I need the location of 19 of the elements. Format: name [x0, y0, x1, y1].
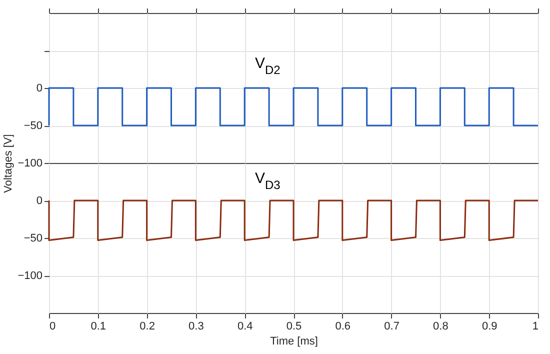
- x-tick-label: 0.7: [384, 320, 400, 332]
- y-tick-label: 0: [36, 82, 42, 94]
- x-tick-label: 0.8: [433, 320, 448, 332]
- x-tick-label: 1: [532, 320, 538, 332]
- x-tick-label: 0.6: [335, 320, 351, 332]
- y-tick-label: −100: [18, 158, 42, 170]
- x-tick-label: 0.1: [90, 320, 106, 332]
- x-tick-label: 0.5: [286, 320, 302, 332]
- x-tick-label: 0.9: [482, 320, 498, 332]
- x-axis-title: Time [ms]: [270, 336, 318, 348]
- x-tick-label: 0.4: [237, 320, 253, 332]
- x-tick-label: 0: [50, 320, 56, 332]
- y-tick-label: −50: [24, 120, 42, 132]
- y-axis-title: Voltages [V]: [2, 134, 14, 193]
- y-tick-label: 0: [36, 195, 42, 207]
- y-tick-label: −100: [18, 270, 42, 282]
- x-tick-label: 0.3: [188, 320, 204, 332]
- y-tick-label: −50: [24, 232, 42, 244]
- x-tick-label: 0.2: [140, 320, 155, 332]
